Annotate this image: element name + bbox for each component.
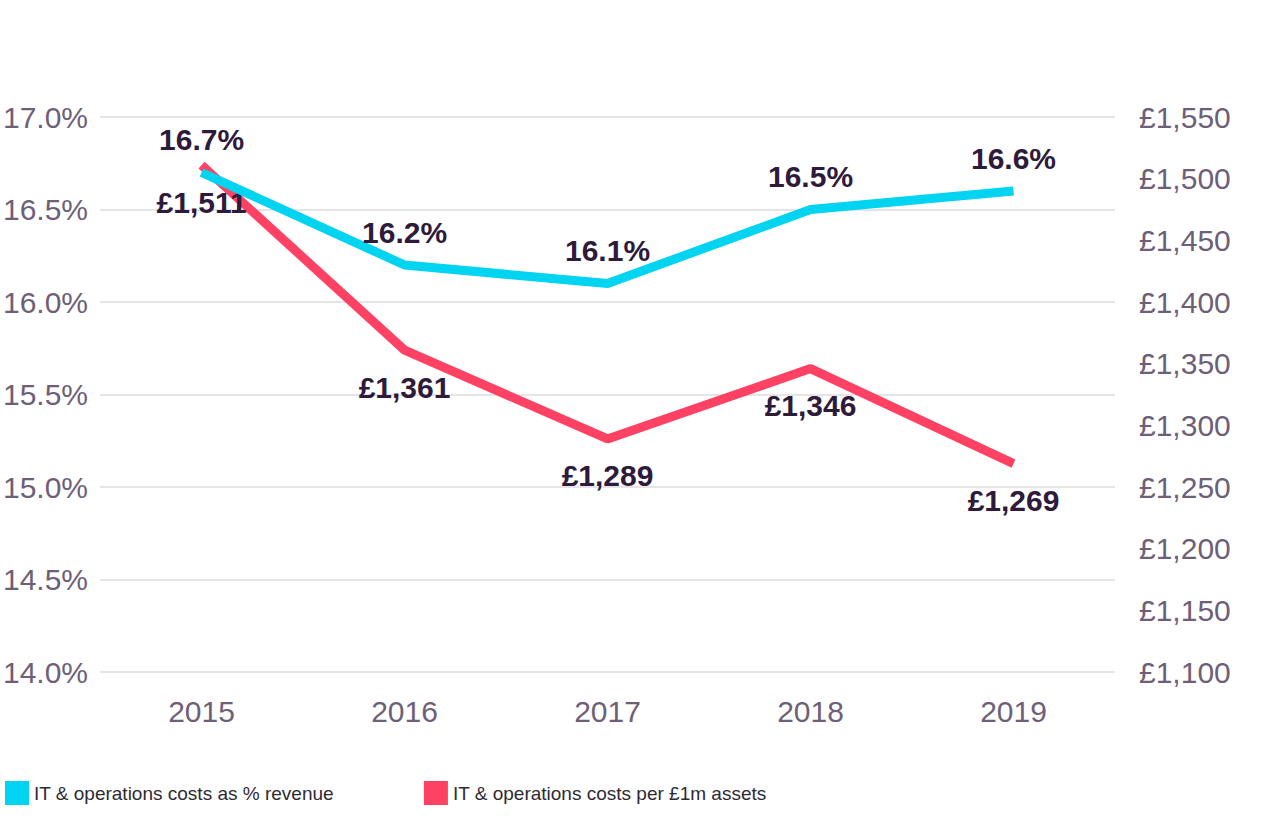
svg-text:£1,450: £1,450 [1139,224,1231,257]
svg-text:IT & operations costs as % rev: IT & operations costs as % revenue [34,783,334,804]
svg-text:£1,300: £1,300 [1139,409,1231,442]
svg-text:16.1%: 16.1% [565,234,650,267]
svg-text:2016: 2016 [371,695,438,728]
svg-text:2018: 2018 [777,695,844,728]
svg-text:16.5%: 16.5% [3,193,88,226]
svg-text:15.0%: 15.0% [3,471,88,504]
svg-text:£1,400: £1,400 [1139,286,1231,319]
svg-text:16.2%: 16.2% [362,216,447,249]
svg-text:14.0%: 14.0% [3,656,88,689]
svg-text:IT & operations costs per £1m: IT & operations costs per £1m assets [453,783,766,804]
svg-text:16.6%: 16.6% [971,142,1056,175]
svg-text:£1,511: £1,511 [156,185,247,219]
svg-text:2017: 2017 [574,695,641,728]
svg-text:£1,350: £1,350 [1139,347,1231,380]
svg-text:£1,250: £1,250 [1139,471,1231,504]
svg-text:2019: 2019 [980,695,1047,728]
svg-text:14.5%: 14.5% [3,563,88,596]
svg-text:15.5%: 15.5% [3,378,88,411]
svg-text:£1,550: £1,550 [1139,101,1231,134]
svg-text:£1,500: £1,500 [1139,162,1231,195]
svg-text:£1,269: £1,269 [968,484,1060,517]
svg-text:17.0%: 17.0% [3,101,88,134]
svg-text:2015: 2015 [168,695,235,728]
svg-text:16.7%: 16.7% [159,123,244,156]
svg-text:£1,100: £1,100 [1139,656,1231,689]
svg-text:16.5%: 16.5% [768,160,853,193]
svg-text:£1,289: £1,289 [562,459,654,492]
svg-text:£1,361: £1,361 [359,371,451,404]
svg-text:£1,150: £1,150 [1139,594,1231,627]
svg-text:16.0%: 16.0% [3,286,88,319]
svg-text:£1,200: £1,200 [1139,532,1231,565]
svg-text:£1,346: £1,346 [765,389,857,422]
